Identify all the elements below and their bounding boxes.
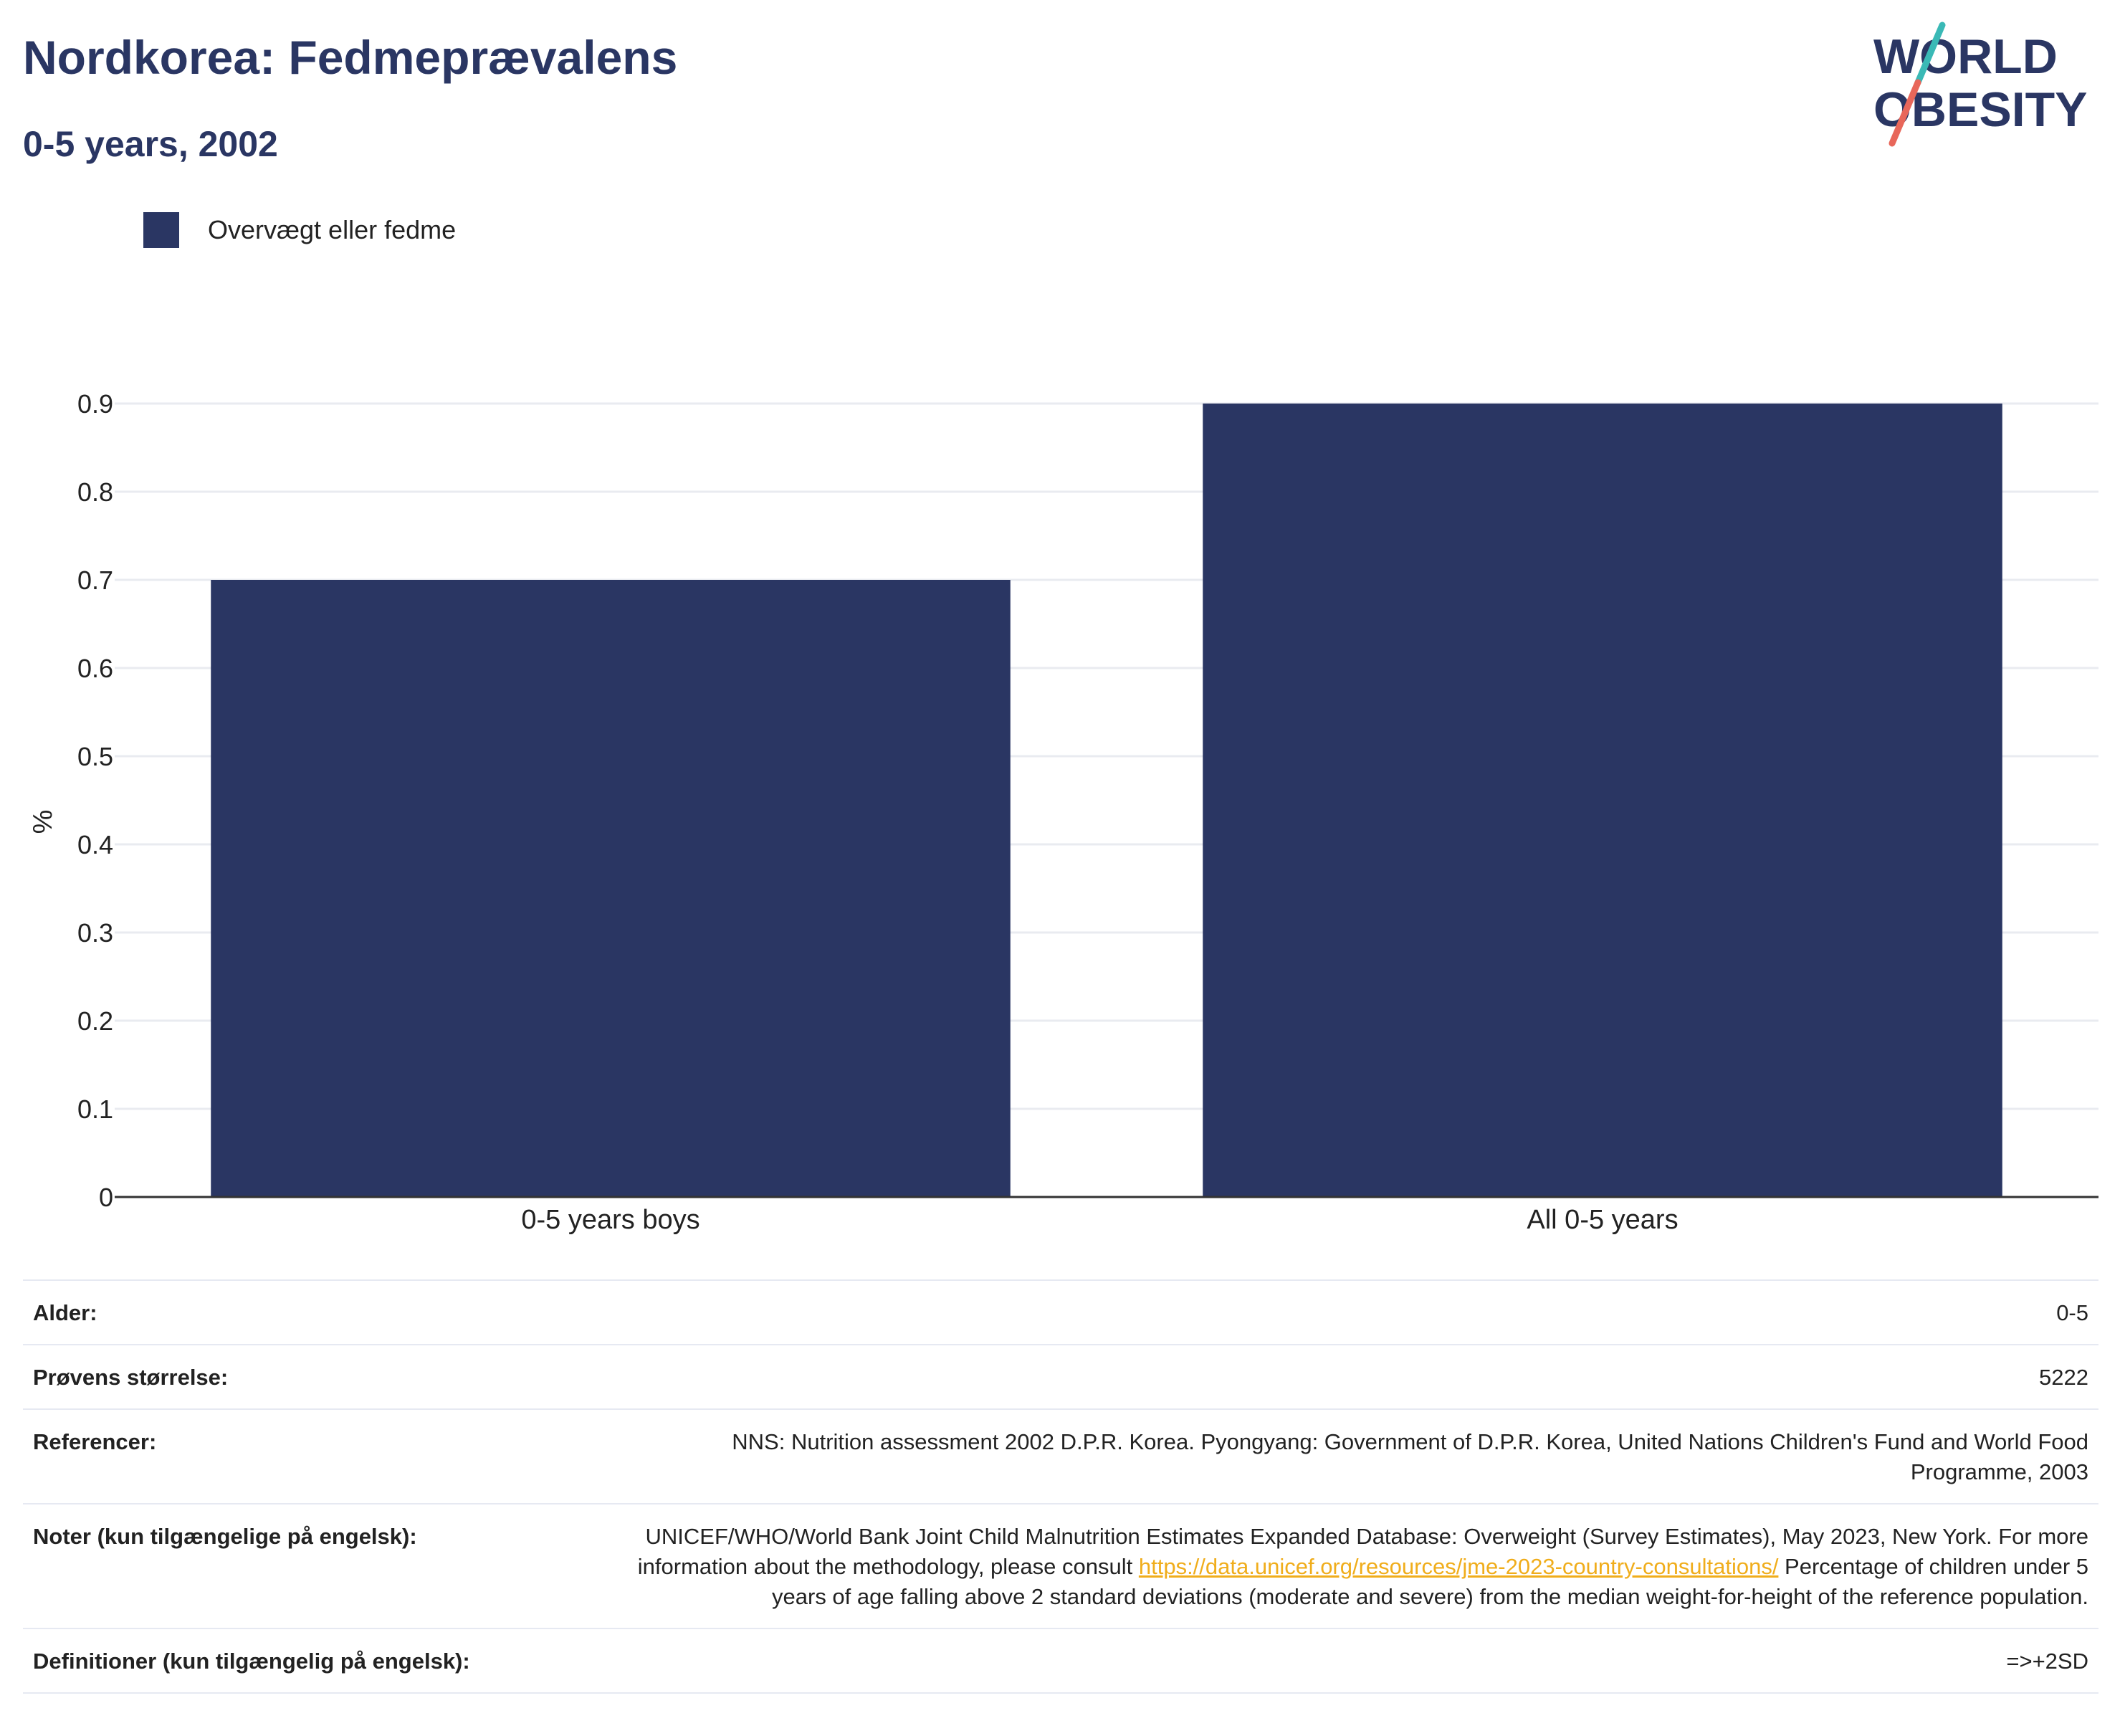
- chart-legend[interactable]: Overvægt eller fedme: [143, 212, 456, 248]
- bar[interactable]: [1203, 404, 2002, 1197]
- info-value: 5222: [2039, 1365, 2088, 1390]
- y-tick-label: 0.5: [77, 742, 113, 771]
- info-row-sample-size: Prøvens størrelse: 5222: [23, 1345, 2098, 1410]
- y-tick-label: 0.8: [77, 477, 113, 507]
- notes-link[interactable]: https://data.unicef.org/resources/jme-20…: [1138, 1554, 1779, 1579]
- info-row-age: Alder: 0-5: [23, 1281, 2098, 1345]
- world-obesity-logo[interactable]: WORLD OBESITY: [1863, 22, 2107, 151]
- y-axis-title: %: [28, 810, 58, 834]
- logo-slash-bottom: [1889, 79, 1921, 147]
- y-tick-label: 0.3: [77, 918, 113, 948]
- bars: [211, 404, 2002, 1197]
- info-value: UNICEF/WHO/World Bank Joint Child Malnut…: [583, 1522, 2088, 1612]
- y-tick-label: 0.7: [77, 566, 113, 595]
- y-tick-label: 0.2: [77, 1006, 113, 1036]
- y-tick-label: 0.4: [77, 830, 113, 859]
- info-row-references: Referencer: NNS: Nutrition assessment 20…: [23, 1410, 2098, 1504]
- legend-label: Overvægt eller fedme: [208, 215, 457, 244]
- y-tick-label: 0.9: [77, 389, 113, 419]
- info-label: Referencer:: [33, 1429, 157, 1454]
- legend-swatch: [143, 212, 179, 248]
- notes-text-after: Percentage of children under 5 years of …: [772, 1554, 2088, 1609]
- info-value: NNS: Nutrition assessment 2002 D.P.R. Ko…: [732, 1429, 2088, 1484]
- y-tick-labels: 0 0.1 0.2 0.3 0.4 0.5 0.6 0.7 0.8 0.9: [77, 389, 113, 1212]
- chart-title: Nordkorea: Fedmeprævalens: [23, 31, 678, 84]
- y-tick-label: 0: [99, 1183, 113, 1212]
- info-label: Noter (kun tilgængelige på engelsk):: [33, 1524, 417, 1549]
- info-value: =>+2SD: [2006, 1649, 2088, 1674]
- logo-slash-top: [1914, 22, 1946, 86]
- chart-subtitle: 0-5 years, 2002: [23, 124, 278, 164]
- y-tick-label: 0.1: [77, 1094, 113, 1124]
- x-category-label: 0-5 years boys: [521, 1205, 699, 1235]
- logo-line-1: WORLD: [1873, 29, 2058, 84]
- info-label: Prøvens størrelse:: [33, 1365, 229, 1390]
- notes-text-before: UNICEF/WHO/World Bank Joint Child Malnut…: [637, 1524, 2088, 1579]
- y-tick-label: 0.6: [77, 654, 113, 683]
- info-table: Alder: 0-5 Prøvens størrelse: 5222 Refer…: [23, 1279, 2098, 1694]
- info-row-notes: Noter (kun tilgængelige på engelsk): UNI…: [23, 1504, 2098, 1629]
- x-category-label: All 0-5 years: [1527, 1205, 1678, 1235]
- info-label: Alder:: [33, 1300, 97, 1325]
- x-category-labels: 0-5 years boys All 0-5 years: [521, 1205, 1678, 1235]
- bar[interactable]: [211, 580, 1011, 1197]
- info-row-definitions: Definitioner (kun tilgængelig på engelsk…: [23, 1629, 2098, 1694]
- info-value: 0-5: [2056, 1300, 2088, 1325]
- info-label: Definitioner (kun tilgængelig på engelsk…: [33, 1649, 470, 1674]
- bar-chart: 0 0.1 0.2 0.3 0.4 0.5 0.6 0.7 0.8 0.9 0-5 years b…: [28, 389, 2098, 1235]
